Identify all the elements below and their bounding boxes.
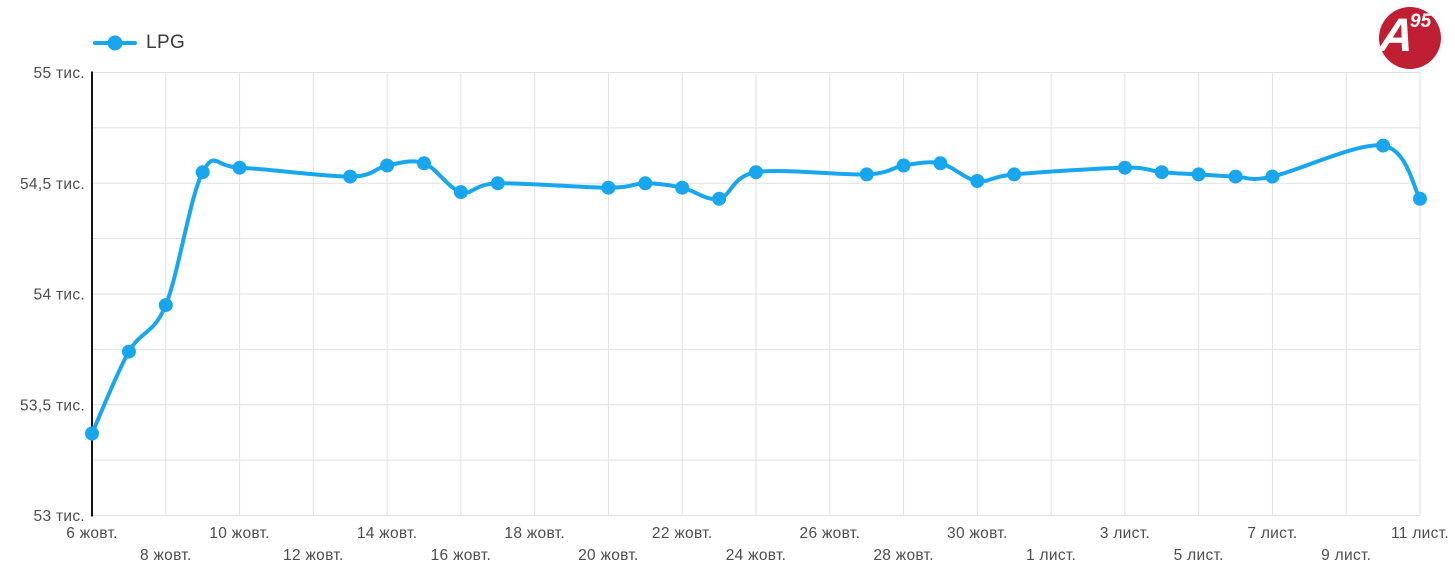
x-tick-label: 30 жовт.	[947, 525, 1008, 542]
a95-logo: A 95	[1377, 5, 1447, 71]
y-tick-label: 54,5 тис.	[20, 176, 85, 193]
data-point[interactable]	[158, 298, 173, 313]
legend[interactable]: LPG	[93, 32, 185, 54]
x-tick-label: 8 жовт.	[140, 547, 192, 564]
data-point[interactable]	[1007, 167, 1022, 182]
data-point[interactable]	[85, 426, 99, 441]
y-tick-label: 55 тис.	[34, 65, 85, 82]
data-point[interactable]	[601, 180, 616, 195]
legend-label: LPG	[146, 32, 186, 53]
data-point[interactable]	[195, 165, 210, 180]
x-tick-label: 26 жовт.	[800, 525, 861, 542]
data-point[interactable]	[970, 174, 985, 188]
data-point[interactable]	[490, 176, 505, 191]
x-tick-label: 28 жовт.	[873, 547, 934, 564]
a95-logo-number: 95	[1410, 11, 1432, 32]
x-tick-label: 18 жовт.	[504, 525, 565, 542]
data-point[interactable]	[1191, 167, 1206, 182]
x-tick-label: 6 жовт.	[66, 525, 118, 542]
x-tick-label: 11 лист.	[1391, 525, 1449, 542]
a95-logo-circle-icon	[1379, 7, 1441, 69]
data-point[interactable]	[933, 156, 948, 171]
data-point[interactable]	[1413, 191, 1427, 206]
data-point[interactable]	[232, 160, 247, 175]
data-point[interactable]	[1154, 165, 1169, 180]
data-point[interactable]	[896, 158, 911, 173]
data-point[interactable]	[380, 158, 395, 173]
data-point[interactable]	[1376, 138, 1391, 153]
data-point[interactable]	[343, 169, 358, 184]
x-tick-label: 12 жовт.	[283, 547, 344, 564]
x-tick-label: 10 жовт.	[209, 525, 270, 542]
x-tick-label: 20 жовт.	[578, 547, 639, 564]
x-tick-label: 9 лист.	[1321, 547, 1371, 564]
data-point[interactable]	[417, 156, 431, 171]
y-tick-label: 53 тис.	[34, 508, 85, 525]
x-tick-label: 14 жовт.	[357, 525, 418, 542]
data-point[interactable]	[453, 185, 468, 200]
legend-dot-icon	[107, 35, 123, 51]
legend-marker-icon	[93, 35, 137, 51]
data-point[interactable]	[121, 344, 136, 359]
x-tick-label: 5 лист.	[1174, 547, 1224, 564]
data-point[interactable]	[1265, 169, 1280, 184]
x-tick-label: 16 жовт.	[431, 547, 492, 564]
data-point[interactable]	[638, 176, 653, 191]
y-tick-label: 54 тис.	[34, 287, 85, 304]
x-tick-label: 1 лист.	[1026, 547, 1076, 564]
data-point[interactable]	[859, 167, 874, 182]
y-tick-label: 53,5 тис.	[20, 397, 85, 414]
data-point[interactable]	[749, 165, 763, 180]
data-point[interactable]	[1117, 160, 1132, 175]
x-tick-label: 24 жовт.	[726, 547, 787, 564]
x-tick-label: 7 лист.	[1247, 525, 1297, 542]
data-point[interactable]	[675, 180, 690, 195]
data-point[interactable]	[1228, 169, 1243, 184]
data-point[interactable]	[712, 191, 727, 206]
x-tick-label: 22 жовт.	[652, 525, 713, 542]
x-tick-label: 3 лист.	[1100, 525, 1150, 542]
